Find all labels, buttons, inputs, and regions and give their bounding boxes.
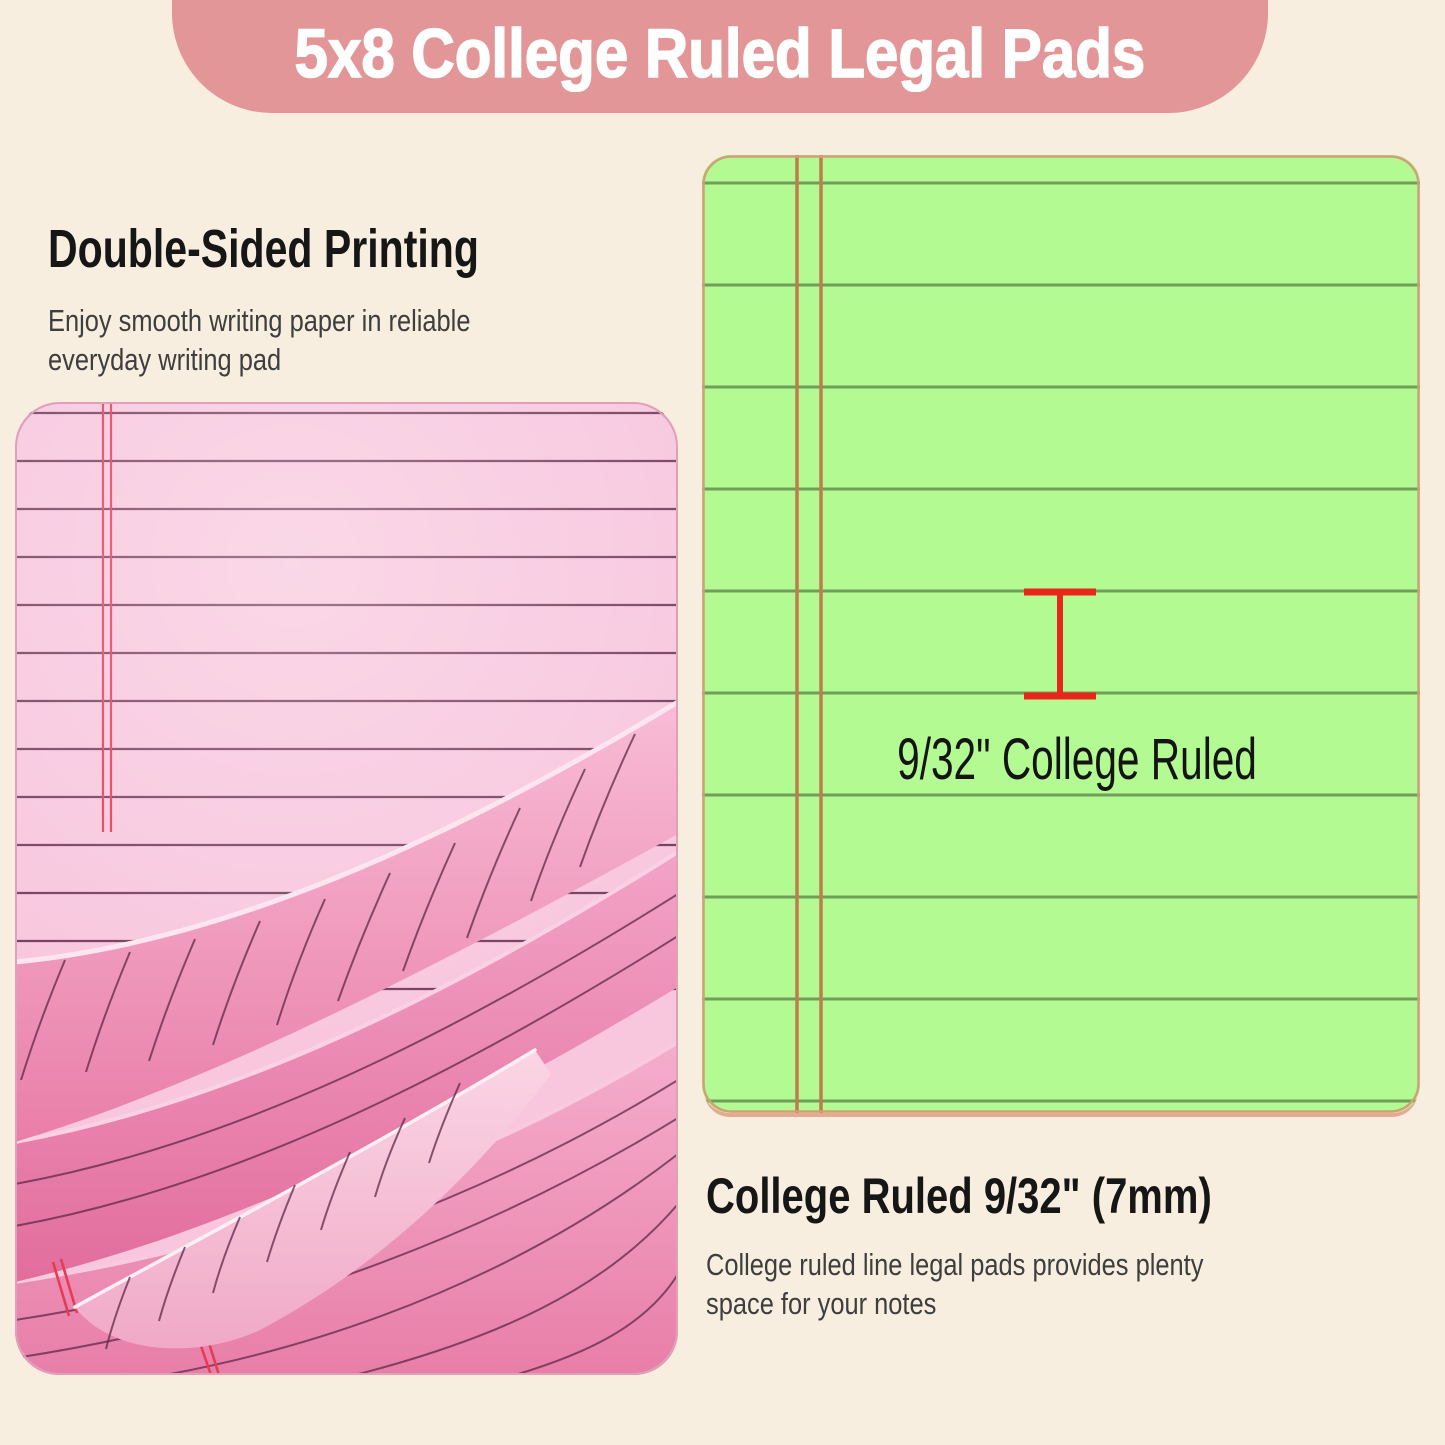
green-margin-lines bbox=[795, 155, 823, 1113]
curled-page-middle bbox=[15, 852, 678, 1282]
pink-margin-bottom-marks bbox=[199, 1342, 221, 1375]
curled-page-top bbox=[15, 702, 678, 1142]
ruled-spacing-label: 9/32" College Ruled bbox=[897, 727, 1257, 792]
title-banner: 5x8 College Ruled Legal Pads bbox=[172, 0, 1268, 113]
double-sided-body: Enjoy smooth writing paper in reliable ev… bbox=[48, 302, 513, 379]
double-sided-heading: Double-Sided Printing bbox=[48, 219, 479, 279]
line-spacing-ruler-icon bbox=[1024, 588, 1096, 700]
double-sided-body-line1: Enjoy smooth writing paper in reliable bbox=[48, 303, 471, 338]
college-ruled-heading: College Ruled 9/32" (7mm) bbox=[706, 1168, 1212, 1224]
green-legal-pad: 9/32" College Ruled bbox=[702, 155, 1420, 1113]
college-ruled-body-line1: College ruled line legal pads provides p… bbox=[706, 1247, 1204, 1282]
college-ruled-body: College ruled line legal pads provides p… bbox=[706, 1246, 1224, 1323]
curled-page-corner bbox=[75, 1050, 551, 1349]
green-pad-graphic bbox=[702, 155, 1420, 1113]
double-sided-section: Double-Sided Printing Enjoy smooth writi… bbox=[48, 220, 615, 379]
banner-title: 5x8 College Ruled Legal Pads bbox=[294, 15, 1146, 92]
pink-legal-pad bbox=[15, 402, 678, 1375]
college-ruled-body-line2: space for your notes bbox=[706, 1285, 937, 1321]
college-ruled-section: College Ruled 9/32" (7mm) College ruled … bbox=[706, 1168, 1338, 1323]
pink-pad-graphic bbox=[15, 402, 678, 1375]
double-sided-body-line2: everyday writing pad bbox=[48, 341, 282, 377]
